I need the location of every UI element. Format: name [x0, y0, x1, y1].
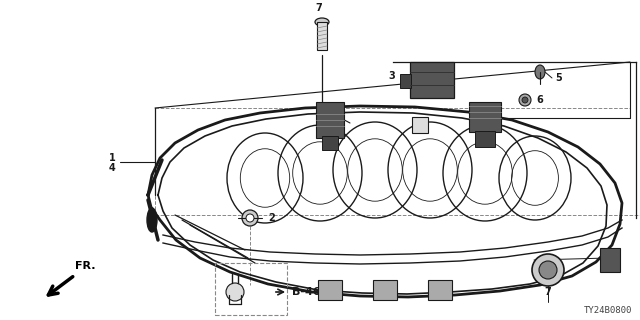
Text: 4: 4 — [109, 163, 115, 173]
Text: 5: 5 — [555, 73, 562, 83]
Bar — [475, 131, 495, 147]
Circle shape — [532, 254, 564, 286]
Ellipse shape — [147, 208, 157, 232]
Bar — [412, 117, 428, 133]
Text: 7: 7 — [545, 287, 552, 297]
Ellipse shape — [535, 65, 545, 79]
Bar — [469, 102, 501, 132]
Circle shape — [226, 283, 244, 301]
Bar — [428, 280, 452, 300]
Bar — [400, 74, 411, 88]
Bar — [316, 102, 344, 138]
Bar — [600, 248, 620, 272]
Bar — [215, 263, 287, 315]
Circle shape — [519, 94, 531, 106]
Circle shape — [246, 214, 254, 222]
Text: 1: 1 — [109, 153, 115, 163]
Text: B-46: B-46 — [292, 287, 321, 297]
Bar — [373, 280, 397, 300]
Text: 7: 7 — [316, 3, 322, 13]
Text: 3: 3 — [388, 71, 396, 81]
Text: 2: 2 — [268, 213, 275, 223]
Bar — [322, 136, 338, 150]
Text: 6: 6 — [536, 95, 543, 105]
Circle shape — [242, 210, 258, 226]
Bar — [317, 22, 327, 50]
Bar — [318, 280, 342, 300]
Ellipse shape — [315, 18, 329, 26]
Bar — [410, 62, 454, 98]
Text: FR.: FR. — [75, 261, 95, 271]
Text: TY24B0800: TY24B0800 — [584, 306, 632, 315]
Circle shape — [522, 97, 528, 103]
Circle shape — [539, 261, 557, 279]
